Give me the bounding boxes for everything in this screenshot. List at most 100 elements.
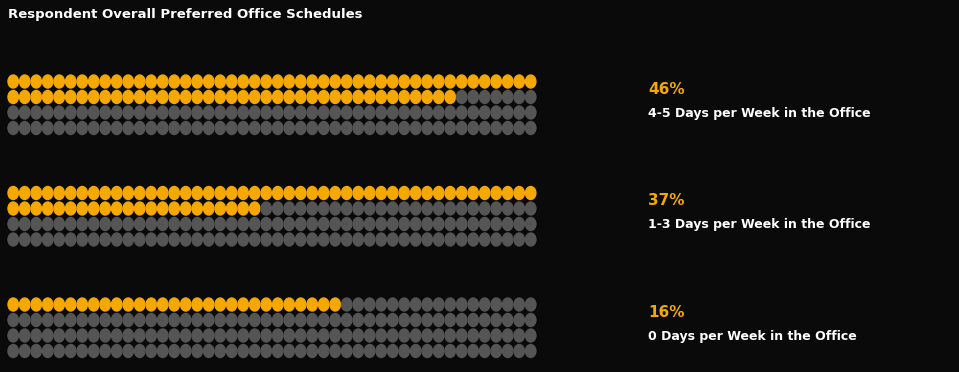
Ellipse shape — [77, 344, 87, 357]
Ellipse shape — [433, 233, 444, 246]
Ellipse shape — [503, 218, 513, 231]
Ellipse shape — [146, 75, 156, 88]
Ellipse shape — [203, 344, 214, 357]
Ellipse shape — [318, 218, 329, 231]
Ellipse shape — [445, 122, 456, 135]
Ellipse shape — [192, 106, 202, 119]
Ellipse shape — [376, 298, 386, 311]
Ellipse shape — [341, 233, 352, 246]
Ellipse shape — [134, 186, 145, 199]
Ellipse shape — [330, 106, 340, 119]
Ellipse shape — [226, 106, 237, 119]
Ellipse shape — [192, 233, 202, 246]
Ellipse shape — [330, 202, 340, 215]
Ellipse shape — [387, 314, 398, 327]
Ellipse shape — [100, 329, 110, 342]
Ellipse shape — [146, 218, 156, 231]
Ellipse shape — [65, 314, 76, 327]
Ellipse shape — [330, 344, 340, 357]
Ellipse shape — [353, 90, 363, 103]
Ellipse shape — [503, 298, 513, 311]
Ellipse shape — [65, 344, 76, 357]
Ellipse shape — [146, 186, 156, 199]
Ellipse shape — [341, 314, 352, 327]
Ellipse shape — [157, 329, 168, 342]
Ellipse shape — [514, 314, 525, 327]
Ellipse shape — [422, 344, 433, 357]
Ellipse shape — [88, 298, 99, 311]
Ellipse shape — [31, 218, 41, 231]
Ellipse shape — [272, 298, 283, 311]
Ellipse shape — [31, 90, 41, 103]
Ellipse shape — [123, 344, 133, 357]
Ellipse shape — [77, 75, 87, 88]
Ellipse shape — [422, 122, 433, 135]
Ellipse shape — [284, 202, 294, 215]
Ellipse shape — [514, 233, 525, 246]
Ellipse shape — [295, 218, 306, 231]
Ellipse shape — [146, 106, 156, 119]
Ellipse shape — [295, 314, 306, 327]
Ellipse shape — [19, 90, 30, 103]
Ellipse shape — [330, 314, 340, 327]
Ellipse shape — [491, 298, 502, 311]
Ellipse shape — [330, 75, 340, 88]
Ellipse shape — [261, 90, 271, 103]
Ellipse shape — [134, 106, 145, 119]
Ellipse shape — [203, 233, 214, 246]
Ellipse shape — [215, 233, 225, 246]
Ellipse shape — [433, 218, 444, 231]
Ellipse shape — [157, 314, 168, 327]
Ellipse shape — [272, 186, 283, 199]
Ellipse shape — [8, 122, 18, 135]
Ellipse shape — [65, 186, 76, 199]
Ellipse shape — [341, 202, 352, 215]
Ellipse shape — [169, 75, 179, 88]
Ellipse shape — [387, 202, 398, 215]
Text: 37%: 37% — [648, 193, 685, 208]
Ellipse shape — [376, 233, 386, 246]
Ellipse shape — [456, 75, 467, 88]
Ellipse shape — [111, 202, 122, 215]
Ellipse shape — [54, 298, 64, 311]
Ellipse shape — [480, 106, 490, 119]
Ellipse shape — [318, 75, 329, 88]
Ellipse shape — [468, 90, 479, 103]
Ellipse shape — [295, 90, 306, 103]
Ellipse shape — [226, 233, 237, 246]
Ellipse shape — [387, 186, 398, 199]
Ellipse shape — [376, 218, 386, 231]
Ellipse shape — [526, 344, 536, 357]
Ellipse shape — [341, 122, 352, 135]
Ellipse shape — [249, 218, 260, 231]
Ellipse shape — [77, 233, 87, 246]
Ellipse shape — [445, 298, 456, 311]
Ellipse shape — [307, 314, 317, 327]
Ellipse shape — [111, 122, 122, 135]
Ellipse shape — [514, 298, 525, 311]
Ellipse shape — [111, 344, 122, 357]
Ellipse shape — [410, 106, 421, 119]
Ellipse shape — [399, 218, 409, 231]
Ellipse shape — [307, 75, 317, 88]
Ellipse shape — [134, 218, 145, 231]
Ellipse shape — [295, 344, 306, 357]
Text: Respondent Overall Preferred Office Schedules: Respondent Overall Preferred Office Sche… — [8, 8, 363, 21]
Ellipse shape — [353, 314, 363, 327]
Ellipse shape — [295, 329, 306, 342]
Ellipse shape — [180, 218, 191, 231]
Ellipse shape — [526, 298, 536, 311]
Ellipse shape — [8, 202, 18, 215]
Ellipse shape — [387, 90, 398, 103]
Ellipse shape — [123, 329, 133, 342]
Ellipse shape — [54, 314, 64, 327]
Ellipse shape — [88, 106, 99, 119]
Ellipse shape — [226, 202, 237, 215]
Ellipse shape — [249, 106, 260, 119]
Ellipse shape — [77, 218, 87, 231]
Ellipse shape — [180, 314, 191, 327]
Ellipse shape — [169, 202, 179, 215]
Ellipse shape — [422, 186, 433, 199]
Ellipse shape — [330, 90, 340, 103]
Ellipse shape — [100, 186, 110, 199]
